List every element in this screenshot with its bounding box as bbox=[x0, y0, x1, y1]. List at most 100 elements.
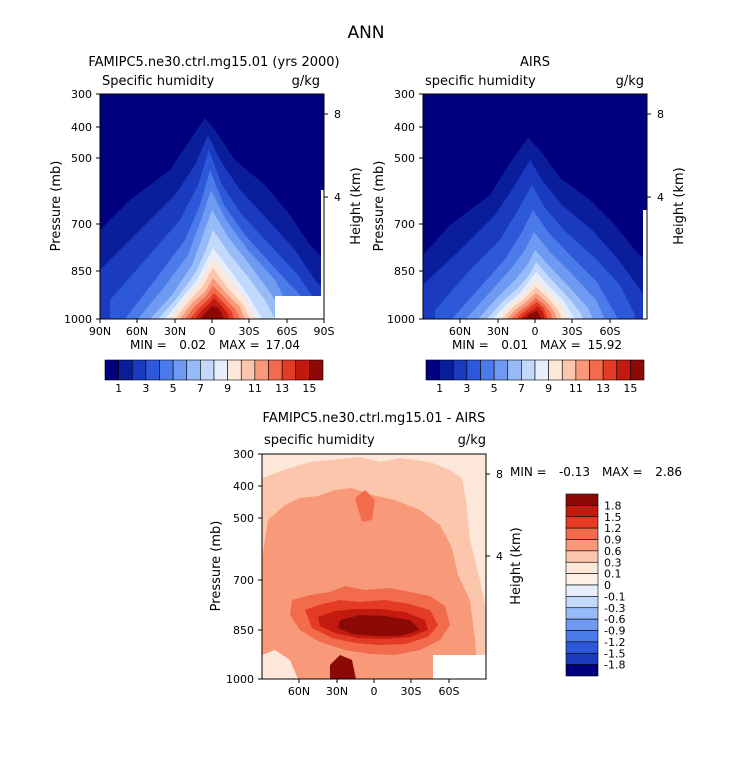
colorbar-tick-label: 0 bbox=[604, 579, 611, 592]
colorbar-swatch bbox=[565, 618, 599, 631]
y-tick-label: 700 bbox=[394, 218, 415, 231]
colorbar-swatch bbox=[466, 359, 481, 381]
panel-diff-contours bbox=[262, 454, 486, 679]
max-value: 2.86 bbox=[655, 465, 682, 479]
colorbar-swatch bbox=[630, 359, 645, 381]
y-tick-label: 850 bbox=[394, 265, 415, 278]
x-axis: 90N 60N 30N 0 30S 60S 90S bbox=[89, 319, 335, 338]
colorbar-tick-label: 1 bbox=[436, 382, 443, 395]
y-tick-label: 1000 bbox=[387, 313, 415, 326]
min-value: 0.02 bbox=[179, 338, 206, 352]
colorbar-swatch bbox=[118, 359, 133, 381]
x-tick-label: 30N bbox=[326, 685, 348, 698]
min-value: 0.01 bbox=[501, 338, 528, 352]
panel-model-contours bbox=[100, 94, 324, 319]
contour-level-16 bbox=[525, 311, 542, 319]
y-right-axis-label: Height (km) bbox=[672, 167, 687, 244]
colorbar-swatch bbox=[534, 359, 549, 381]
panel-diff-units: g/kg bbox=[458, 433, 486, 448]
stats: MIN = -0.13 MAX = 2.86 bbox=[510, 465, 682, 479]
x-tick-label: 30S bbox=[401, 685, 422, 698]
missing-data bbox=[275, 296, 324, 319]
colorbar-swatch bbox=[575, 359, 590, 381]
y-tick-label: 1000 bbox=[64, 313, 92, 326]
colorbar-swatch bbox=[145, 359, 160, 381]
colorbar-tick-label: 15 bbox=[623, 382, 637, 395]
y-right-tick-label: 4 bbox=[657, 191, 664, 204]
panel-diff-variable: specific humidity bbox=[264, 433, 375, 448]
colorbar-model: 1 3 5 7 9 11 13 15 bbox=[104, 359, 324, 395]
x-axis: 60N 30N 0 30S 60S bbox=[449, 319, 621, 338]
missing-data bbox=[321, 190, 324, 296]
colorbar-swatch bbox=[493, 359, 509, 381]
y-right-tick-label: 4 bbox=[496, 550, 503, 563]
y-axis-left: 300 400 500 700 850 1000 Pressure (mb) bbox=[49, 88, 100, 326]
colorbar-tick-label: 7 bbox=[197, 382, 204, 395]
colorbar-tick-label: 0.3 bbox=[604, 556, 622, 569]
panel-obs-variable: specific humidity bbox=[425, 74, 536, 89]
colorbar-swatch bbox=[561, 359, 577, 381]
colorbar-swatch bbox=[507, 359, 522, 381]
contour-level-1.8 bbox=[338, 615, 420, 636]
colorbar-swatch bbox=[240, 359, 256, 381]
y-axis-right: 8 4 Height (km) bbox=[647, 108, 687, 245]
max-label: MAX = bbox=[219, 338, 260, 352]
missing-data bbox=[433, 655, 486, 679]
max-value: 17.04 bbox=[266, 338, 300, 352]
y-tick-label: 300 bbox=[233, 448, 254, 461]
colorbar-swatch bbox=[227, 359, 242, 381]
colorbar-swatch bbox=[565, 584, 599, 597]
y-tick-label: 500 bbox=[71, 152, 92, 165]
x-tick-label: 30S bbox=[239, 325, 260, 338]
y-tick-label: 400 bbox=[71, 121, 92, 134]
missing-data bbox=[643, 210, 647, 319]
x-tick-label: 60N bbox=[449, 325, 471, 338]
y-tick-label: 700 bbox=[71, 218, 92, 231]
panel-obs-units: g/kg bbox=[616, 74, 644, 89]
y-right-axis-label: Height (km) bbox=[349, 167, 364, 244]
y-axis-label: Pressure (mb) bbox=[209, 521, 224, 612]
colorbar-tick-label: -1.5 bbox=[604, 647, 625, 660]
y-tick-label: 500 bbox=[233, 512, 254, 525]
colorbar-swatch bbox=[565, 573, 599, 586]
max-label: MAX = bbox=[602, 465, 643, 479]
panel-obs-contours bbox=[423, 94, 647, 319]
x-tick-label: 90N bbox=[89, 325, 111, 338]
colorbar-swatch bbox=[565, 607, 599, 620]
y-right-tick-label: 8 bbox=[496, 468, 503, 481]
colorbar-tick-label: 9 bbox=[224, 382, 231, 395]
colorbar-swatch bbox=[565, 550, 599, 563]
colorbar-swatch bbox=[565, 630, 599, 643]
colorbar-swatch bbox=[452, 359, 468, 381]
colorbar-swatch bbox=[565, 527, 599, 540]
x-tick-label: 30N bbox=[164, 325, 186, 338]
colorbar-swatch bbox=[548, 359, 563, 381]
y-tick-label: 400 bbox=[394, 121, 415, 134]
y-tick-label: 850 bbox=[71, 265, 92, 278]
colorbar-swatch bbox=[213, 359, 228, 381]
contour-level-16 bbox=[200, 306, 224, 319]
colorbar-swatch bbox=[565, 505, 599, 518]
colorbar-tick-label: -0.9 bbox=[604, 625, 625, 638]
colorbar-tick-label: 3 bbox=[142, 382, 149, 395]
panel-model-variable: Specific humidity bbox=[102, 74, 214, 89]
colorbar-swatch bbox=[480, 359, 495, 381]
colorbar-swatch bbox=[200, 359, 215, 381]
colorbar-tick-label: 7 bbox=[518, 382, 525, 395]
panel-obs-title: AIRS bbox=[520, 55, 550, 70]
colorbar-swatch bbox=[425, 359, 440, 381]
y-tick-label: 400 bbox=[233, 480, 254, 493]
colorbar-tick-label: 1.8 bbox=[604, 499, 622, 512]
colorbar-tick-label: -0.3 bbox=[604, 602, 625, 615]
colorbar-swatch bbox=[295, 359, 310, 381]
colorbar-tick-label: 0.1 bbox=[604, 568, 622, 581]
contour-level-1.8 bbox=[330, 655, 356, 679]
panel-model: FAMIPC5.ne30.ctrl.mg15.01 (yrs 2000) Spe… bbox=[49, 55, 364, 395]
x-tick-label: 60N bbox=[126, 325, 148, 338]
panel-model-title: FAMIPC5.ne30.ctrl.mg15.01 (yrs 2000) bbox=[88, 55, 339, 70]
colorbar-tick-label: 1.5 bbox=[604, 511, 622, 524]
panel-diff: FAMIPC5.ne30.ctrl.mg15.01 - AIRS specifi… bbox=[209, 411, 682, 698]
colorbar-tick-label: 5 bbox=[491, 382, 498, 395]
colorbar-swatch bbox=[281, 359, 297, 381]
